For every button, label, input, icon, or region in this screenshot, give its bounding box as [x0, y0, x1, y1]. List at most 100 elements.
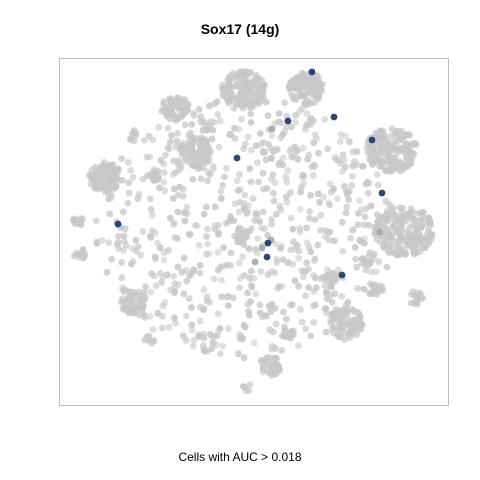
- cell-point: [170, 219, 178, 227]
- cell-point: [124, 159, 132, 166]
- cluster-cell-point: [377, 163, 385, 171]
- cell-point: [223, 164, 230, 172]
- cell-point: [284, 167, 292, 175]
- cell-point: [231, 124, 238, 132]
- cell-point: [295, 254, 302, 262]
- cluster-cell-point: [385, 166, 392, 173]
- cell-point: [289, 260, 297, 268]
- cell-point: [151, 230, 159, 237]
- cell-point: [268, 132, 276, 140]
- cell-point: [331, 237, 339, 245]
- cell-point: [217, 188, 225, 195]
- cell-point: [306, 215, 313, 222]
- cluster-cell-point: [132, 309, 140, 317]
- cell-point: [266, 326, 274, 333]
- cell-point: [307, 332, 315, 340]
- cell-point: [272, 240, 279, 248]
- cell-point: [118, 274, 126, 282]
- cluster-cell-point: [222, 93, 230, 101]
- cell-point: [211, 203, 219, 211]
- cluster-cell-point: [245, 89, 253, 96]
- cell-point: [235, 350, 242, 358]
- cell-point: [195, 241, 203, 249]
- cell-point: [279, 256, 287, 263]
- cell-point: [310, 161, 318, 169]
- positive-cell-point: [264, 239, 272, 247]
- cell-point: [203, 203, 210, 211]
- cell-point: [238, 115, 246, 123]
- cell-point: [246, 165, 254, 173]
- cell-point: [93, 238, 101, 246]
- cell-point: [315, 149, 322, 157]
- cell-point: [312, 301, 319, 309]
- cell-point: [183, 203, 191, 211]
- cell-point: [345, 196, 353, 204]
- cell-point: [247, 146, 255, 154]
- cell-point: [271, 120, 279, 128]
- cell-point: [125, 189, 133, 197]
- cell-point: [119, 208, 127, 216]
- cell-point: [361, 213, 369, 221]
- x-axis-label: Cells with AUC > 0.018: [178, 450, 302, 464]
- cell-point: [278, 346, 286, 354]
- cluster-cell-point: [117, 298, 125, 306]
- cluster-cell-point: [408, 207, 415, 215]
- cell-point: [310, 287, 318, 295]
- cell-point: [246, 274, 254, 282]
- cluster-cell-point: [225, 81, 233, 89]
- cell-point: [287, 189, 294, 197]
- cell-point: [227, 215, 234, 223]
- cluster-cell-point: [406, 156, 414, 164]
- cell-point: [291, 277, 299, 285]
- cell-point: [364, 189, 372, 197]
- cell-point: [236, 259, 243, 267]
- cluster-cell-point: [131, 132, 139, 140]
- cell-point: [203, 233, 210, 240]
- cluster-cell-point: [388, 235, 395, 243]
- cell-point: [219, 262, 227, 270]
- cluster-cell-point: [100, 159, 108, 166]
- cluster-cell-point: [121, 304, 129, 311]
- cluster-cell-point: [327, 278, 334, 286]
- cell-point: [340, 156, 348, 164]
- positive-cell-point: [378, 189, 386, 197]
- cell-point: [281, 99, 289, 107]
- cell-point: [105, 239, 113, 247]
- cell-point: [225, 292, 232, 300]
- cluster-cell-point: [274, 362, 282, 369]
- cluster-cell-point: [182, 155, 190, 162]
- cell-point: [190, 112, 198, 119]
- cluster-cell-point: [418, 210, 426, 218]
- cell-point: [174, 263, 182, 271]
- cluster-cell-point: [300, 80, 307, 87]
- cell-point: [204, 177, 211, 185]
- cell-point: [132, 236, 140, 244]
- positive-cell-point: [308, 68, 316, 76]
- cluster-cell-point: [309, 82, 317, 89]
- cluster-cell-point: [387, 206, 395, 214]
- cluster-cell-point: [229, 91, 236, 99]
- cluster-cell-point: [322, 273, 329, 280]
- cluster-cell-point: [162, 105, 169, 113]
- cell-point: [247, 119, 255, 126]
- cell-point: [341, 163, 349, 171]
- cell-point: [286, 148, 294, 155]
- cluster-cell-point: [85, 171, 93, 179]
- cluster-cell-point: [192, 162, 200, 170]
- cell-point: [349, 173, 356, 180]
- cell-point: [306, 116, 313, 124]
- cell-point: [310, 139, 318, 147]
- cluster-cell-point: [225, 99, 233, 107]
- cluster-cell-point: [152, 175, 160, 183]
- cell-point: [207, 118, 215, 125]
- cluster-cell-point: [403, 240, 411, 248]
- cell-point: [214, 310, 222, 318]
- cluster-cell-point: [187, 149, 195, 157]
- cell-point: [349, 226, 357, 234]
- mid-cells-layer: [251, 125, 384, 266]
- cell-point: [328, 298, 336, 306]
- cell-point: [271, 179, 279, 187]
- cluster-cell-point: [371, 223, 378, 231]
- cell-point: [118, 177, 126, 184]
- cell-point: [245, 245, 253, 253]
